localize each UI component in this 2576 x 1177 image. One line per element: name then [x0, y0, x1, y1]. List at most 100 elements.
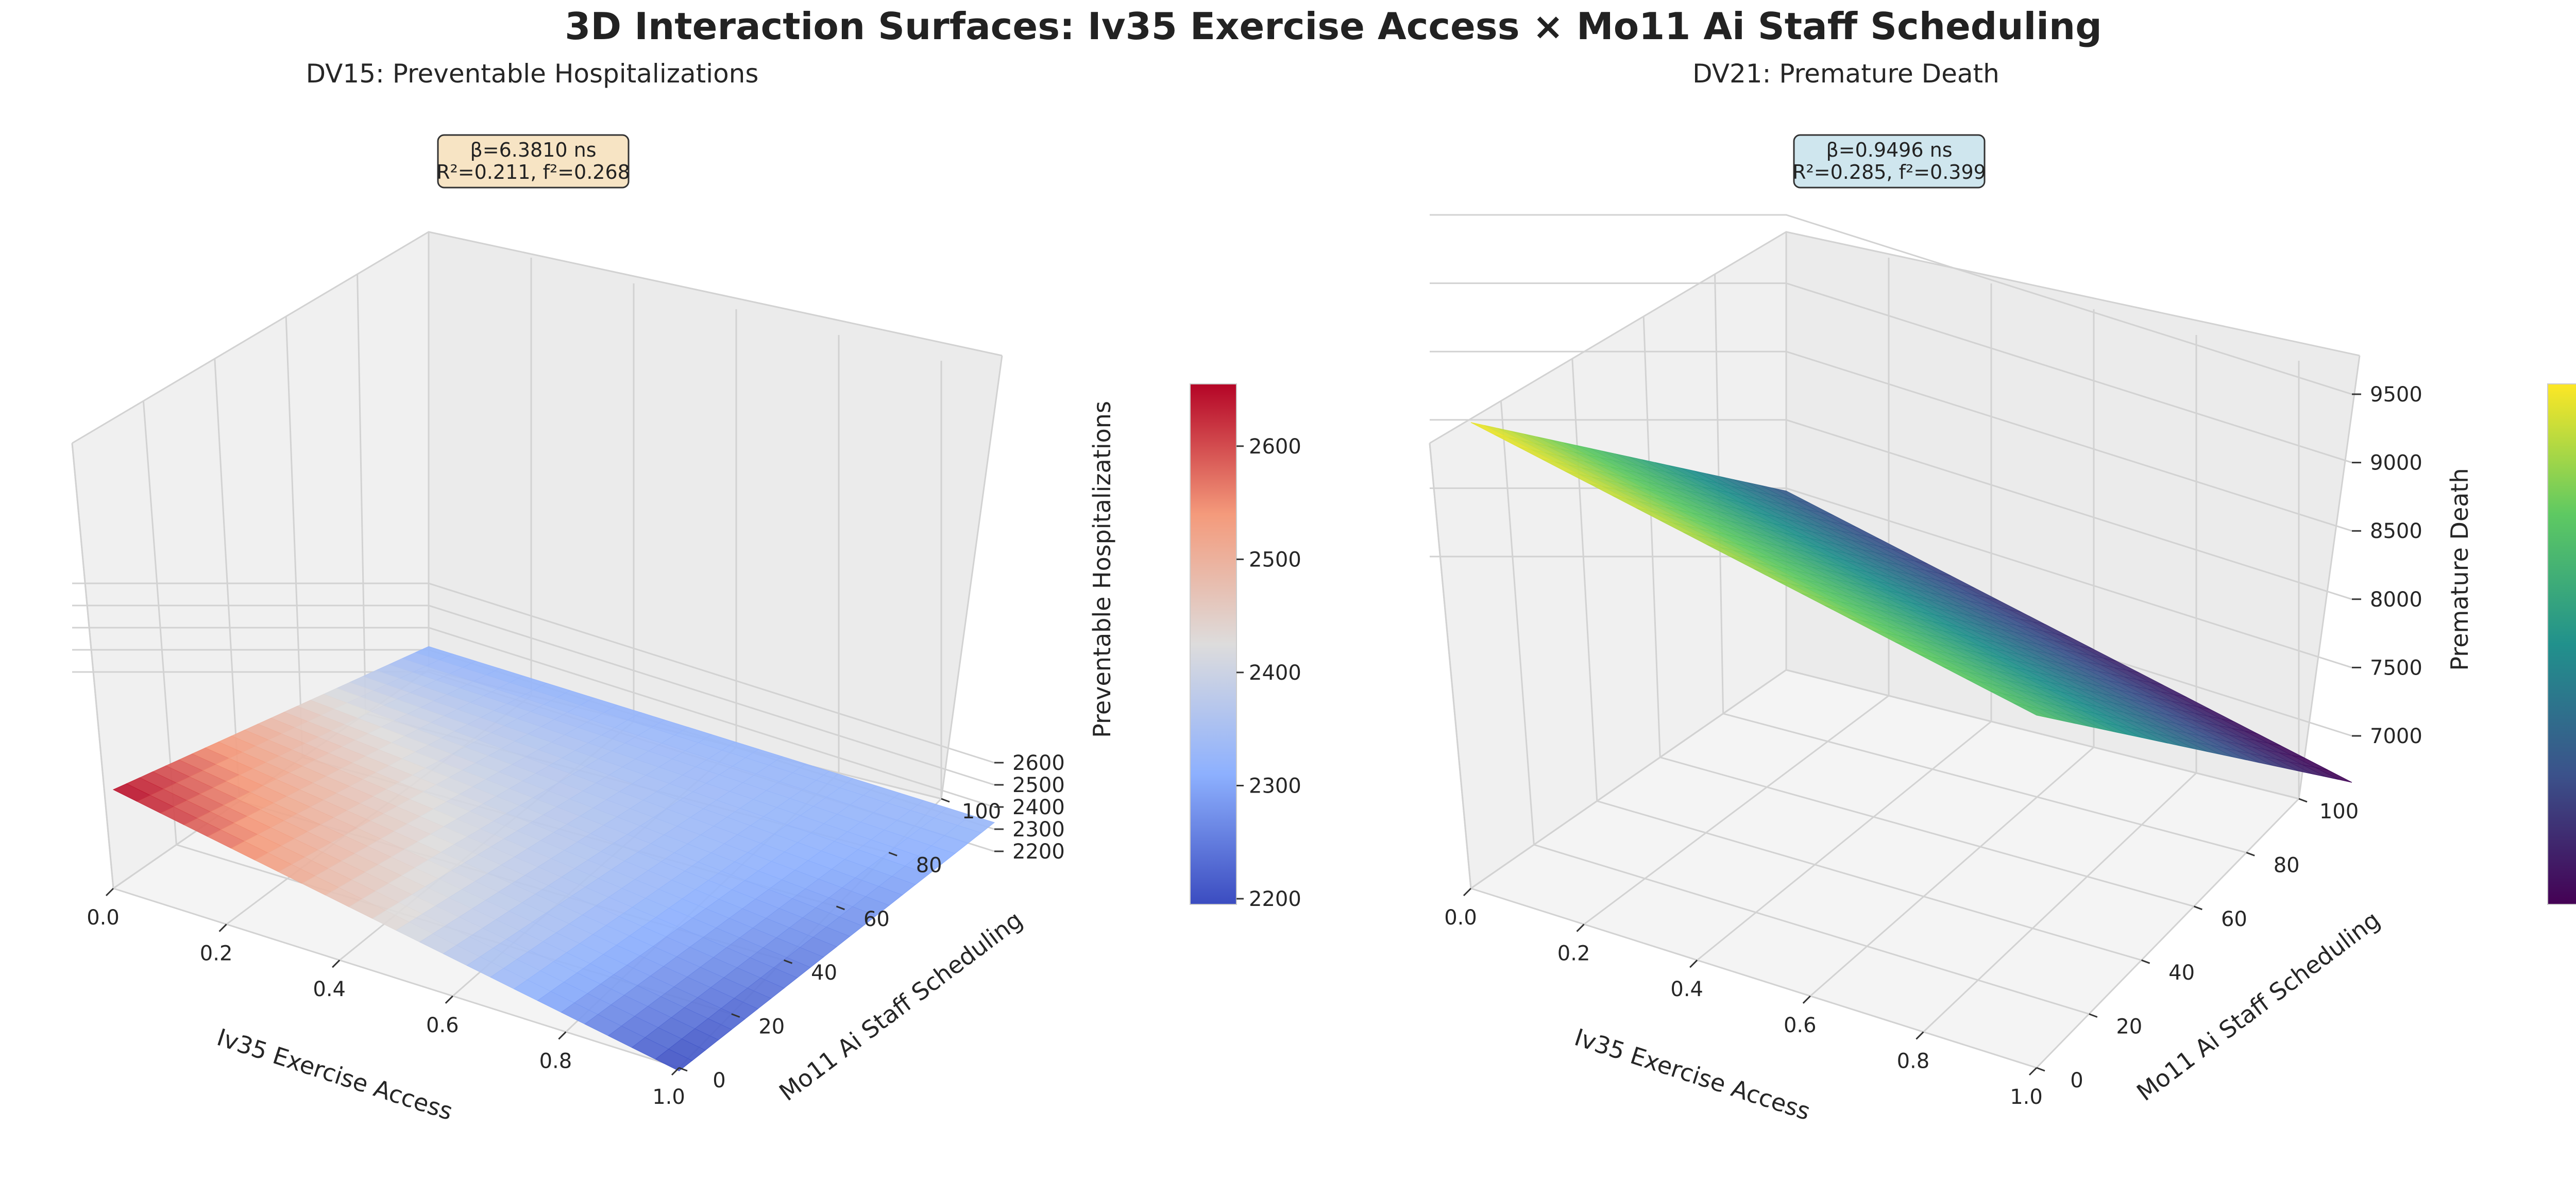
y-tick	[2141, 959, 2150, 964]
y-axis-label: Mo11 Ai Staff Scheduling	[2131, 905, 2385, 1106]
x-gridline	[1583, 695, 1889, 925]
y-tick	[2298, 798, 2308, 803]
x-tick-label: 1.0	[2010, 1085, 2043, 1109]
z-tick-label: 2300	[1012, 818, 1065, 842]
x-axis-ticks: 0.0 0.2 0.4 0.6 0.8 1.0	[1444, 887, 2043, 1109]
z-gridline	[1430, 214, 2352, 395]
x-tick-label: 0.4	[313, 978, 346, 1001]
x-axis-label: Iv35 Exercise Access	[1571, 1023, 1814, 1125]
floor-pane	[1471, 670, 2299, 1068]
subplot-preventable-hospitalizations: DV15: Preventable Hospitalizations β=6.3…	[71, 59, 1301, 1125]
x-tick	[1689, 960, 1698, 968]
y-tick	[2089, 1013, 2098, 1018]
y-wall-gridline	[1642, 316, 1661, 758]
x-tick-label: 0.4	[1670, 978, 1703, 1001]
annotation-fit: R²=0.211, f²=0.268	[436, 161, 630, 183]
x-tick-label: 0.0	[87, 906, 120, 930]
surface-patch	[2013, 702, 2050, 718]
figure-title: 3D Interaction Surfaces: Iv35 Exercise A…	[565, 5, 2102, 48]
x-tick-label: 0.0	[1444, 906, 1477, 930]
y-axis-ticks: 0 20 40 60 80 100	[2036, 798, 2359, 1092]
x-tick	[1463, 887, 1472, 897]
y-tick-label: 100	[2319, 800, 2359, 823]
annotation-beta: β=6.3810 ns	[470, 139, 596, 161]
y-tick-label: 40	[811, 961, 837, 985]
annotation-fit: R²=0.285, f²=0.399	[1792, 161, 1986, 183]
surface-patch	[655, 1049, 693, 1071]
y-tick	[784, 959, 793, 964]
x-tick	[1802, 995, 1811, 1004]
x-gridline	[1697, 720, 1992, 961]
y-tick	[2036, 1067, 2045, 1072]
y-gridline	[1597, 800, 2142, 961]
y-tick-label: 60	[2221, 907, 2247, 931]
back-wall-pane	[429, 232, 1002, 799]
y-gridline	[1533, 844, 2090, 1015]
subplot-premature-death: DV21: Premature Death β=0.9496 ns R²=0.2…	[1429, 59, 2576, 1125]
y-wall-gridline	[357, 274, 367, 714]
colorbar-tick-label: 2600	[1249, 435, 1301, 459]
y-tick	[836, 905, 845, 911]
y-wall-gridline	[285, 316, 303, 758]
x-tick	[558, 1031, 567, 1040]
x-tick	[218, 923, 227, 932]
x-tick-label: 0.8	[539, 1049, 572, 1073]
x-tick	[105, 887, 114, 897]
x-gridline	[1809, 746, 2094, 997]
y-gridline	[113, 887, 680, 1069]
x-tick	[1916, 1031, 1924, 1040]
x-tick-label: 1.0	[652, 1085, 685, 1109]
z-tick-label: 8500	[2370, 519, 2422, 543]
y-tick-label: 60	[863, 907, 890, 931]
x-tick-label: 0.6	[1784, 1014, 1817, 1037]
z-tick-label: 9500	[2370, 383, 2422, 407]
z-tick-label: 2400	[1012, 796, 1065, 819]
annotation-box: β=6.3810 ns R²=0.211, f²=0.268	[436, 134, 630, 189]
y-tick-label: 80	[916, 853, 942, 877]
y-gridline	[1470, 887, 2037, 1069]
axis-edges	[1429, 231, 2361, 889]
z-tick-label: 7000	[2370, 725, 2422, 748]
y-tick	[731, 1013, 740, 1018]
x-tick-label: 0.2	[1557, 942, 1590, 966]
subplot-title: DV21: Premature Death	[1692, 59, 1999, 89]
y-tick-label: 80	[2274, 853, 2300, 877]
x-tick	[2028, 1067, 2038, 1076]
subplot-title: DV15: Preventable Hospitalizations	[306, 59, 759, 89]
y-wall-gridline	[1571, 358, 1598, 801]
colorbar: 2200 2300 2400 2500 2600	[1190, 383, 1301, 911]
z-axis-label: Preventable Hospitalizations	[1088, 401, 1116, 738]
y-tick	[888, 851, 897, 856]
x-tick	[1576, 923, 1585, 932]
y-tick	[2193, 905, 2202, 911]
y-gridline	[1659, 756, 2194, 907]
y-axis-ticks: 0 20 40 60 80 100	[679, 798, 1001, 1092]
z-tick-label: 2500	[1012, 774, 1065, 797]
z-tick-label: 7500	[2370, 656, 2422, 680]
y-tick-label: 20	[758, 1015, 785, 1039]
annotation-background	[437, 134, 630, 189]
colorbar-tick-label: 2300	[1249, 774, 1301, 798]
x-tick-label: 0.2	[200, 942, 233, 966]
x-gridline	[1923, 772, 2197, 1033]
z-tick-label: 2200	[1012, 840, 1065, 864]
x-gridline	[2036, 798, 2300, 1069]
z-tick-label: 2600	[1012, 751, 1065, 775]
z-tick-label: 9000	[2370, 451, 2422, 475]
x-tick	[445, 995, 453, 1004]
colorbar-ticks: 2200 2300 2400 2500 2600	[1236, 435, 1301, 911]
y-tick-label: 20	[2116, 1015, 2142, 1039]
y-tick-label: 0	[713, 1069, 725, 1092]
y-tick-label: 100	[962, 800, 1001, 823]
surface	[1470, 422, 2352, 783]
y-tick-label: 40	[2168, 961, 2195, 985]
y-wall-gridline	[1500, 400, 1535, 845]
y-tick	[941, 798, 950, 803]
x-tick	[671, 1067, 680, 1076]
surface	[112, 646, 995, 1071]
z-axis-label: Premature Death	[2446, 468, 2473, 670]
y-gridline	[1723, 713, 2247, 853]
y-tick	[2246, 851, 2255, 856]
